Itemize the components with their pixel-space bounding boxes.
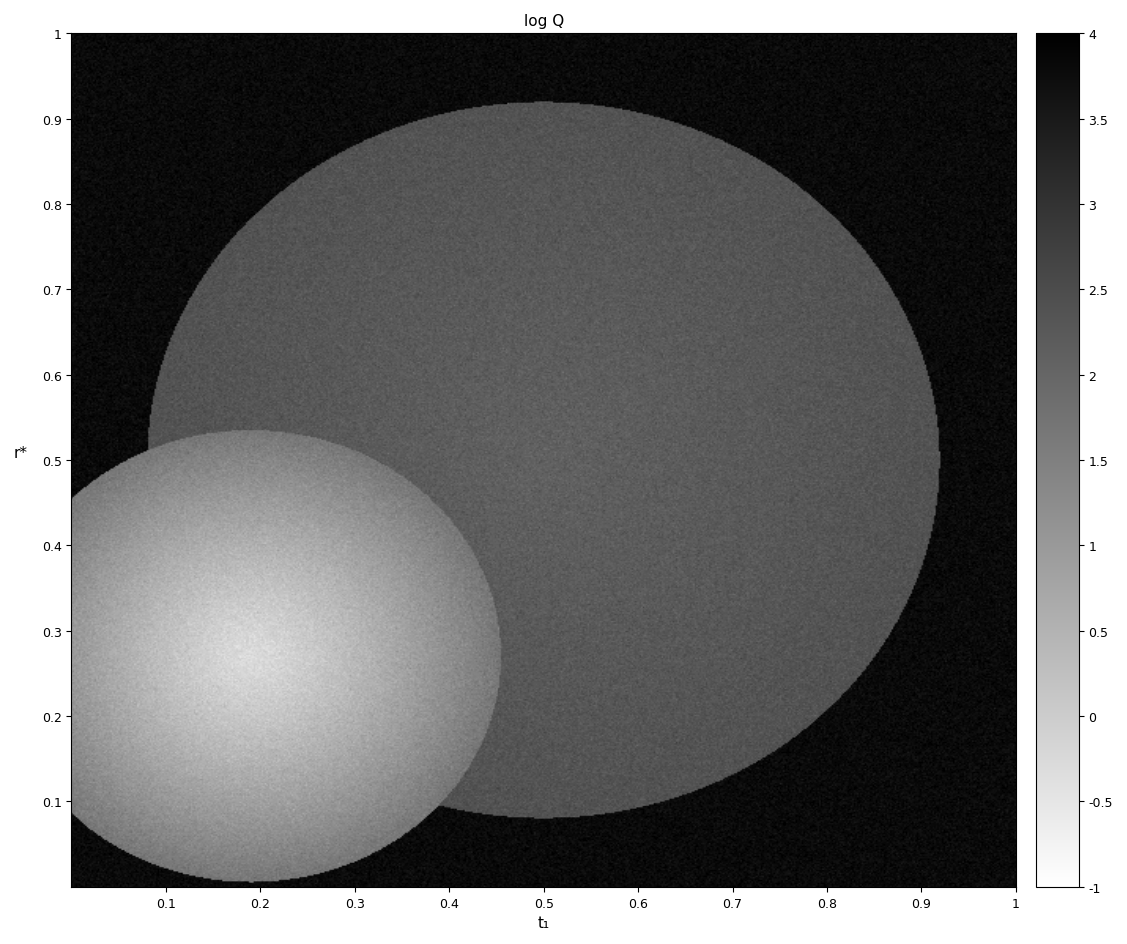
X-axis label: t₁: t₁ bbox=[538, 915, 550, 930]
Title: log Q: log Q bbox=[524, 14, 564, 29]
Y-axis label: r*: r* bbox=[14, 446, 28, 461]
